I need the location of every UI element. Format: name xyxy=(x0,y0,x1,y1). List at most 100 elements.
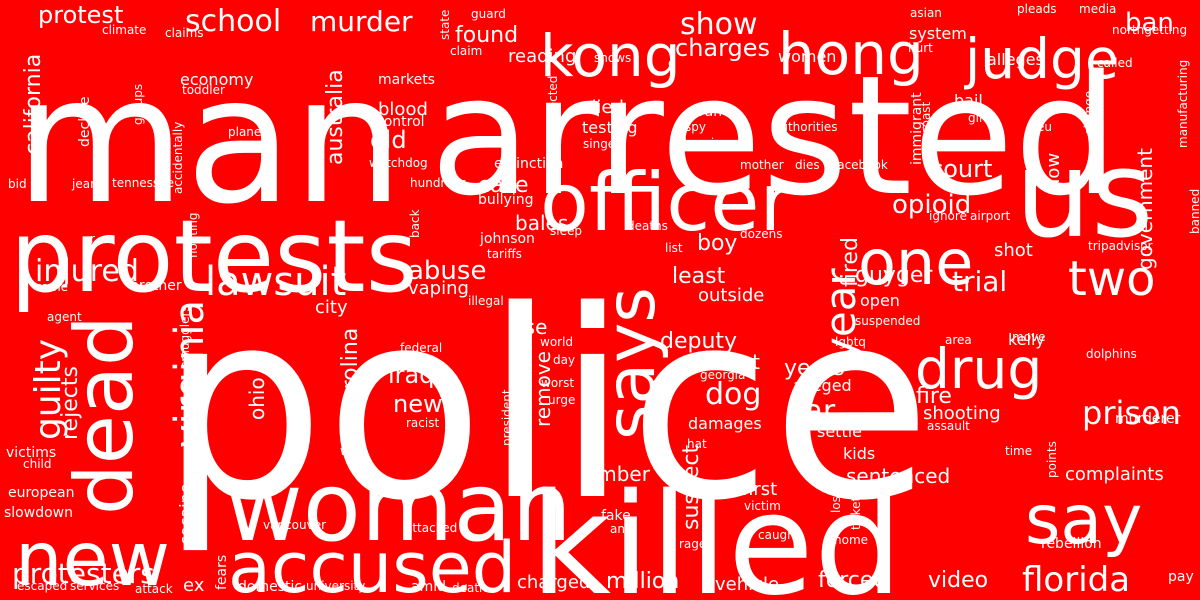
word-kelly: kelly xyxy=(1008,329,1045,349)
word-reading: reading xyxy=(508,45,577,67)
word-new: new xyxy=(15,514,171,600)
word-loses: loses xyxy=(829,482,843,513)
word-vancouver: vancouver xyxy=(263,517,327,532)
word-president: president xyxy=(500,389,514,446)
word-california: california xyxy=(20,53,46,155)
word-court: court xyxy=(930,155,993,184)
word-toddler: toddler xyxy=(182,82,225,97)
word-prison: prison xyxy=(1082,394,1181,433)
word-spy: spy xyxy=(685,119,706,134)
word-accused: accused xyxy=(228,527,517,600)
word-illegal: illegal xyxy=(468,293,504,308)
word-protesters: protesters xyxy=(12,557,155,591)
word-dies: dies xyxy=(795,157,820,172)
word-extinction: extinction xyxy=(494,156,564,173)
word-woman: woman xyxy=(225,452,572,563)
word-vaping: vaping xyxy=(408,277,469,299)
word-complaints: complaints xyxy=(1065,463,1164,485)
word-lawsuit: lawsuit xyxy=(205,258,347,305)
word-groups: groups xyxy=(131,83,145,125)
word-death: death xyxy=(452,580,487,595)
word-european: european xyxy=(8,485,75,502)
word-found: found xyxy=(455,22,519,48)
word-bid: bid xyxy=(8,176,27,191)
word-agent: agent xyxy=(47,309,82,324)
word-alleged: alleged xyxy=(793,375,852,395)
word-iran: iran xyxy=(695,104,723,121)
word-lgbtq: lgbtq xyxy=(835,334,866,349)
word-charged: charged xyxy=(517,571,591,593)
word-cocaine: cocaine xyxy=(176,483,195,545)
word-ban: ban xyxy=(1125,7,1174,38)
word-victim: victim xyxy=(744,498,781,513)
word-child: child xyxy=(23,456,52,471)
word-dozens: dozens xyxy=(740,226,783,241)
word-suspected: suspected xyxy=(546,75,560,137)
word-anti: anti xyxy=(610,521,633,536)
word-shot: shot xyxy=(994,239,1033,261)
word-pay: pay xyxy=(1168,569,1194,586)
word-area: area xyxy=(945,332,972,347)
word-hat: hat xyxy=(687,436,707,451)
word-florida: florida xyxy=(1022,560,1131,600)
word-media: media xyxy=(1079,1,1117,16)
word-amid: amid xyxy=(411,579,446,596)
word-man: man xyxy=(15,39,404,243)
word-hong: hong xyxy=(778,19,924,88)
word-city: city xyxy=(315,296,348,318)
word-system: system xyxy=(909,23,967,43)
word-school: school xyxy=(185,3,282,39)
word-women: women xyxy=(778,46,837,66)
word-sleep: sleep xyxy=(550,223,582,238)
word-years: years xyxy=(784,355,845,381)
word-r: r xyxy=(90,231,95,246)
word-came: came xyxy=(35,279,69,294)
word-least: least xyxy=(672,263,726,289)
word-fire: fire xyxy=(916,383,952,409)
word-car: car xyxy=(788,393,836,429)
word-guard: guard xyxy=(471,6,506,21)
word-authorities: authorities xyxy=(773,119,838,134)
word-ohio: ohio xyxy=(245,377,269,420)
word-charges: charges xyxy=(675,34,771,63)
word-victims: victims xyxy=(6,445,57,462)
word-attack: attack xyxy=(135,581,173,596)
word-bales: bales xyxy=(515,211,569,236)
word-police: police xyxy=(160,256,932,559)
word-fired: fired xyxy=(837,237,863,287)
word-kids: kids xyxy=(843,443,876,463)
word-opioid: opioid xyxy=(892,189,972,220)
word-decline: decline xyxy=(76,96,93,147)
word-singer: singer xyxy=(583,136,621,151)
word-testing: testing xyxy=(582,117,638,137)
word-violent: violent xyxy=(692,350,761,375)
word-hundreds: hundreds xyxy=(410,175,467,190)
word-johnson: johnson xyxy=(480,231,535,248)
word-news: news xyxy=(393,390,456,419)
word-murderer: murderer xyxy=(1115,411,1181,428)
word-first: first xyxy=(742,478,778,500)
word-abuse: abuse xyxy=(408,255,487,286)
word-list: list xyxy=(665,240,683,255)
word-deputy: deputy xyxy=(660,328,738,354)
word-change: change xyxy=(1082,90,1096,135)
word-old: old xyxy=(370,126,407,155)
word-protest: protest xyxy=(38,1,124,30)
word-vehicle: vehicle xyxy=(715,573,780,595)
word-tariffs: tariffs xyxy=(487,246,522,261)
word-escaped: escaped xyxy=(17,578,68,593)
word-eu: eu xyxy=(1037,119,1052,134)
word-time: time xyxy=(1005,443,1033,458)
word-state: state xyxy=(438,9,452,40)
word-carolina: carolina xyxy=(337,327,363,415)
word-claims: claims xyxy=(165,25,204,40)
word-coast: coast xyxy=(919,101,933,134)
word-show: show xyxy=(680,6,758,42)
word-federal: federal xyxy=(400,340,443,355)
word-use: use xyxy=(512,315,548,340)
word-suspended: suspended xyxy=(855,313,921,328)
word-hurt: hurt xyxy=(908,40,933,55)
word-assault: assault xyxy=(927,418,970,433)
word-officer: officer xyxy=(540,155,793,249)
word-tripadvisor: tripadvisor xyxy=(1088,238,1153,253)
